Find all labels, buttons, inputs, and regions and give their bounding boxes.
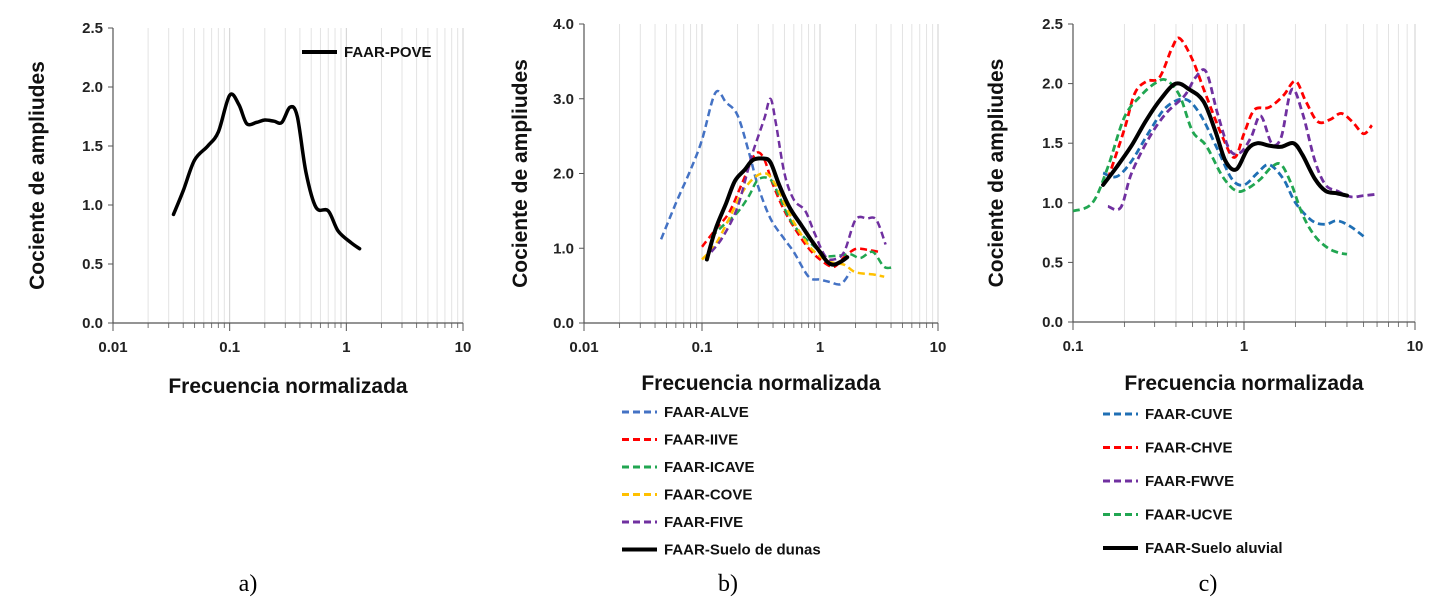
series-lines <box>171 92 362 251</box>
x-tick-label: 1 <box>342 339 350 356</box>
x-tick-label: 10 <box>1407 338 1424 355</box>
y-tick-label: 4.0 <box>553 16 574 33</box>
series-line-faar-alve <box>659 89 852 286</box>
series-line-faar-suelo-aluvial <box>1101 81 1349 198</box>
y-tick-label: 1.0 <box>82 197 103 214</box>
series-lines <box>659 89 894 286</box>
series-line-faar-suelo-de-dunas <box>704 156 850 267</box>
x-axis-label: Frecuencia normalizada <box>1124 372 1364 395</box>
y-tick-label: 2.5 <box>1042 16 1063 33</box>
y-tick-label: 1.5 <box>1042 135 1063 152</box>
y-tick-label: 0.0 <box>553 315 574 332</box>
y-axis-label: Cociente de ampliudes <box>26 61 49 290</box>
legend-label: FAAR-Suelo aluvial <box>1145 540 1283 557</box>
series-line-faar-icave <box>710 176 894 270</box>
series-line-faar-five <box>710 97 887 262</box>
series-lines <box>1072 36 1375 256</box>
gridlines <box>108 27 464 331</box>
y-tick-label: 3.0 <box>553 91 574 108</box>
chart-panel-c: 0.1 1 10 0.0 0.5 1.0 1.5 2.0 2.5 Frecuencia norma… <box>985 16 1423 557</box>
y-tick-label: 1.0 <box>1042 195 1063 212</box>
legend: FAAR-CUVE FAAR-CHVE FAAR-FWVE FAAR-UCVE FAAR… <box>1103 406 1283 557</box>
legend: FAAR-ALVE FAAR-IIVE FAAR-ICAVE FAAR-COVE FAA… <box>622 404 821 559</box>
y-tick-label: 2.0 <box>553 166 574 183</box>
legend-label: FAAR-COVE <box>664 487 752 504</box>
chart-panel-a: 0.01 0.1 1 10 0.0 0.5 1.0 1.5 2.0 2.5 Frecuencia n… <box>26 20 471 398</box>
x-tick-label: 10 <box>930 339 947 356</box>
series-line-faar-ucve <box>1072 77 1348 256</box>
x-tick-label: 10 <box>455 339 472 356</box>
legend-label: FAAR-ICAVE <box>664 459 755 476</box>
y-tick-label: 2.0 <box>82 79 103 96</box>
legend-label: FAAR-FWVE <box>1145 473 1234 490</box>
chart-panel-b: 0.01 0.1 1 10 0.0 1.0 2.0 3.0 4.0 Frecuencia norm… <box>509 16 946 559</box>
x-axis-label: Frecuencia normalizada <box>168 375 408 398</box>
y-tick-label: 0.0 <box>82 315 103 332</box>
gridlines <box>1068 23 1416 330</box>
legend-label: FAAR-FIVE <box>664 514 743 531</box>
legend-label: FAAR-POVE <box>344 44 432 61</box>
legend-label: FAAR-Suelo de dunas <box>664 542 821 559</box>
y-tick-label: 2.5 <box>82 20 103 37</box>
y-tick-label: 1.5 <box>82 138 103 155</box>
y-tick-label: 0.5 <box>1042 254 1063 271</box>
x-axis-label: Frecuencia normalizada <box>641 372 881 395</box>
series-line-faar-pove <box>171 92 362 251</box>
caption-b: b) <box>718 571 738 597</box>
y-tick-label: 0.5 <box>82 256 103 273</box>
legend: FAAR-POVE <box>302 44 432 61</box>
series-line-faar-fwve <box>1107 68 1375 212</box>
legend-label: FAAR-ALVE <box>664 404 749 421</box>
x-tick-label: 0.01 <box>569 339 598 356</box>
x-tick-label: 1 <box>1240 338 1248 355</box>
caption-c: c) <box>1199 571 1218 597</box>
legend-label: FAAR-IIVE <box>664 432 738 449</box>
x-tick-label: 0.01 <box>98 339 127 356</box>
y-tick-label: 0.0 <box>1042 314 1063 331</box>
y-tick-label: 2.0 <box>1042 76 1063 93</box>
caption-a: a) <box>239 571 258 597</box>
series-line-faar-chve <box>1106 36 1373 180</box>
y-tick-label: 1.0 <box>553 240 574 257</box>
x-tick-label: 0.1 <box>1063 338 1084 355</box>
legend-label: FAAR-CHVE <box>1145 440 1233 457</box>
legend-label: FAAR-CUVE <box>1145 406 1233 423</box>
legend-label: FAAR-UCVE <box>1145 507 1233 524</box>
x-tick-label: 0.1 <box>692 339 713 356</box>
series-line-faar-cove <box>701 171 885 278</box>
y-axis-label: Cociente de ampliudes <box>985 59 1008 288</box>
series-line-faar-cuve <box>1102 97 1368 240</box>
y-axis-label: Cociente de ampliudes <box>509 59 532 288</box>
gridlines <box>579 23 939 331</box>
x-tick-label: 0.1 <box>219 339 240 356</box>
x-tick-label: 1 <box>816 339 824 356</box>
